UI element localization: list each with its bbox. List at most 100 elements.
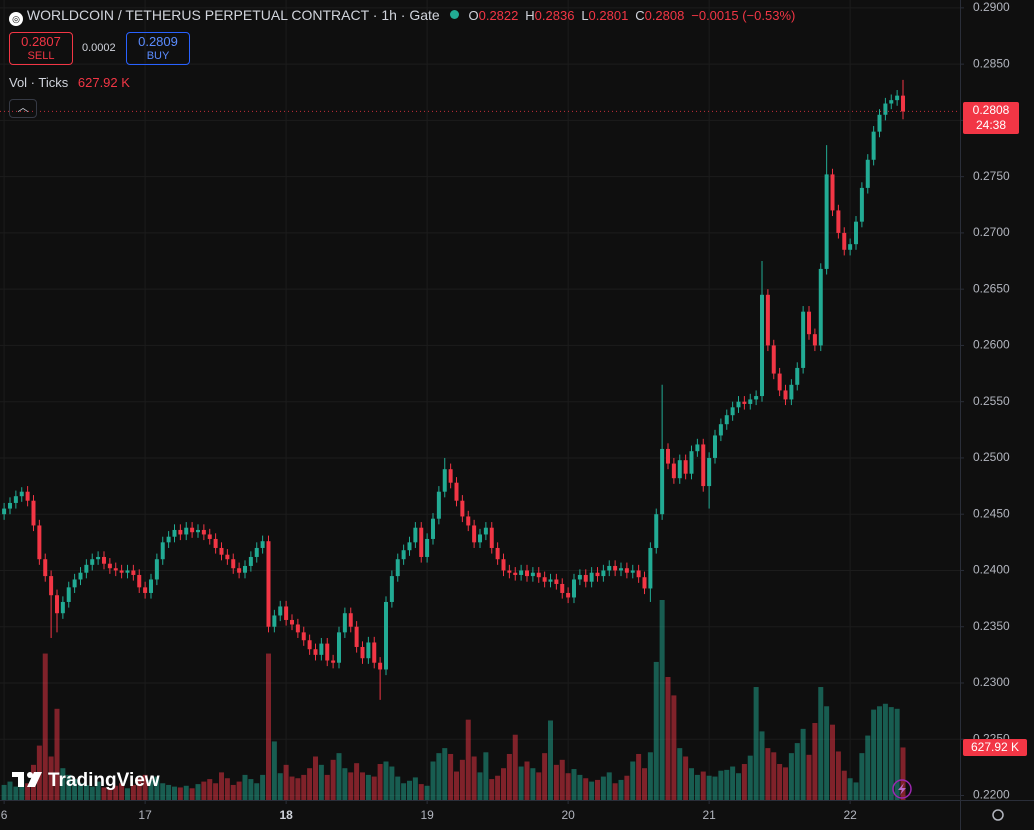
- candle-body: [366, 642, 371, 659]
- candle-body: [43, 559, 48, 577]
- candle-body: [31, 500, 36, 526]
- candle-body: [489, 527, 494, 548]
- x-tick-label: 19: [420, 808, 434, 822]
- candle-body: [66, 587, 71, 602]
- y-tick-label: 0.2900: [973, 0, 1010, 14]
- candle-body: [436, 491, 441, 519]
- settings-icon[interactable]: [992, 809, 1004, 821]
- volume-bar: [207, 779, 213, 800]
- candle-body: [713, 435, 718, 458]
- candle-body: [295, 624, 300, 633]
- candle-body: [178, 529, 183, 535]
- sell-button[interactable]: 0.2807 SELL: [9, 32, 73, 65]
- candle-body: [525, 570, 530, 577]
- volume-bar: [271, 741, 277, 800]
- volume-bar: [412, 777, 418, 800]
- candle-body: [536, 572, 541, 578]
- volume-bar: [894, 708, 900, 800]
- candle-body: [460, 500, 465, 517]
- volume-bar: [324, 774, 330, 800]
- logo-shape: [27, 772, 33, 778]
- y-tick-label: 0.2200: [973, 788, 1010, 802]
- volume-bar: [260, 774, 266, 800]
- candle-body: [425, 538, 430, 557]
- candle-body: [877, 114, 882, 132]
- volume-bar: [236, 781, 242, 800]
- candle-body: [560, 583, 565, 593]
- volume-bar: [348, 772, 354, 800]
- volume-bar: [459, 759, 465, 800]
- candle-body: [630, 570, 635, 573]
- volume-bar: [389, 766, 395, 800]
- volume-bar: [677, 748, 683, 800]
- candle-body: [113, 568, 118, 571]
- candle-body: [213, 538, 218, 548]
- volume-bar: [254, 783, 260, 800]
- candle-body: [2, 508, 7, 515]
- candle-body: [689, 451, 694, 474]
- alert-bolt: [898, 783, 906, 795]
- candle-body: [842, 232, 847, 250]
- volume-bar: [77, 783, 83, 800]
- candle-layer: [0, 79, 960, 700]
- grid: [0, 0, 960, 800]
- candle-body: [101, 556, 106, 564]
- ohlc-label: H: [525, 8, 535, 23]
- volume-bar: [465, 719, 471, 800]
- spread: 0.0002: [82, 42, 116, 54]
- volume-bar: [777, 764, 783, 800]
- volume-bar: [142, 774, 148, 800]
- symbol-title: WORLDCOIN / TETHERUS PERPETUAL CONTRACT …: [26, 7, 440, 23]
- volume-bar: [841, 770, 847, 800]
- candle-body: [325, 643, 330, 661]
- volume-bar: [477, 772, 483, 800]
- volume-bar: [489, 779, 495, 800]
- candle-body: [513, 572, 518, 575]
- volume-bar: [336, 753, 342, 800]
- volume-bar: [759, 731, 765, 800]
- volume-axis-label: 627.92 K: [963, 739, 1027, 757]
- candle-body: [301, 632, 306, 641]
- volume-bar: [871, 709, 877, 800]
- volume-bar: [301, 774, 307, 800]
- candle-body: [190, 527, 195, 533]
- candle-body: [836, 210, 841, 233]
- volume-bar: [642, 768, 648, 800]
- candle-body: [677, 460, 682, 479]
- candle-body: [865, 159, 870, 188]
- candle-body: [848, 244, 853, 250]
- volume-bar: [418, 784, 424, 800]
- volume-legend: Vol · Ticks 627.92 K: [9, 75, 130, 90]
- buy-button[interactable]: 0.2809 BUY: [126, 32, 190, 65]
- collapse-button[interactable]: ︿: [9, 99, 37, 118]
- volume-bar: [806, 754, 812, 800]
- last-price-label: 0.2808 24:38: [963, 102, 1019, 135]
- sell-price: 0.2807: [21, 34, 61, 49]
- candle-body: [730, 407, 735, 416]
- candle-body: [354, 626, 359, 647]
- volume-bar: [136, 778, 142, 800]
- volume-bar: [542, 753, 548, 800]
- volume-bar: [665, 676, 671, 800]
- volume-bar: [471, 756, 477, 800]
- candle-body: [795, 367, 800, 385]
- volume-bar: [166, 784, 172, 800]
- candle-body: [801, 311, 806, 368]
- volume-bar: [595, 779, 601, 800]
- candle-body: [107, 563, 112, 569]
- volume-bar: [7, 781, 13, 800]
- candle-body: [530, 572, 535, 577]
- candle-body: [883, 103, 888, 115]
- volume-bar: [794, 743, 800, 800]
- candle-body: [225, 554, 230, 560]
- ohlc-value: 0.2822: [478, 8, 519, 23]
- volume-bar: [636, 753, 642, 800]
- symbol-icon: ◎: [9, 12, 23, 26]
- candle-body: [207, 534, 212, 539]
- volume-bar: [671, 695, 677, 800]
- candle-body: [248, 556, 253, 566]
- volume-bar: [624, 775, 630, 800]
- alert-icon[interactable]: [892, 779, 912, 799]
- candle-body: [143, 587, 148, 593]
- volume-bar: [818, 687, 824, 800]
